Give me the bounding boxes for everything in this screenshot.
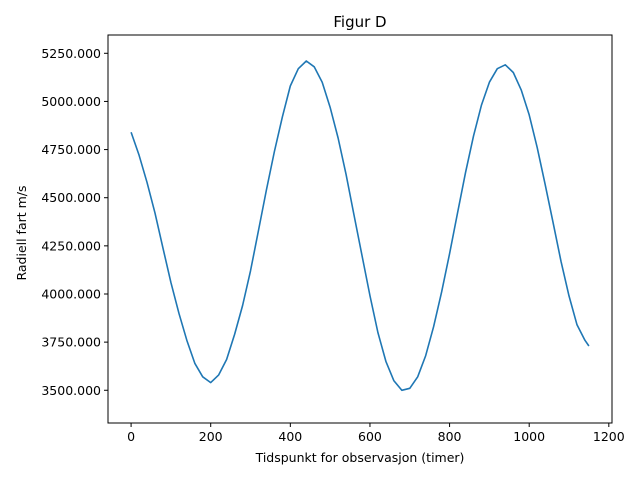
x-tick-label: 800	[438, 429, 462, 444]
y-tick-label: 3750.000	[41, 335, 101, 350]
x-tick-label: 1200	[593, 429, 625, 444]
x-tick-label: 600	[358, 429, 382, 444]
y-tick-label: 4500.000	[41, 190, 101, 205]
plot-area	[130, 60, 590, 392]
x-tick-label: 400	[278, 429, 302, 444]
y-tick-label: 5000.000	[41, 94, 101, 109]
y-tick-label: 4750.000	[41, 142, 101, 157]
x-tick-label: 1000	[513, 429, 545, 444]
x-tick-label: 0	[127, 429, 135, 444]
y-axis-ticks: 3500.000 3750.000 4000.000 4250.000 4500.000…	[41, 46, 108, 398]
y-tick-label: 4000.000	[41, 286, 101, 301]
axes-frame	[107, 34, 613, 424]
x-axis-ticks: 0 200 400 600 800 1000 1200	[127, 423, 625, 444]
axes-border	[107, 34, 613, 424]
y-tick-label: 4250.000	[41, 238, 101, 253]
y-axis-label: Radiell fart m/s	[14, 185, 29, 280]
y-tick-label: 3500.000	[41, 383, 101, 398]
x-axis-label: Tidspunkt for observasjon (timer)	[255, 450, 465, 465]
chart-title: Figur D	[333, 13, 386, 31]
x-tick-label: 200	[199, 429, 223, 444]
series-line-0	[130, 60, 590, 392]
y-tick-label: 5250.000	[41, 46, 101, 61]
